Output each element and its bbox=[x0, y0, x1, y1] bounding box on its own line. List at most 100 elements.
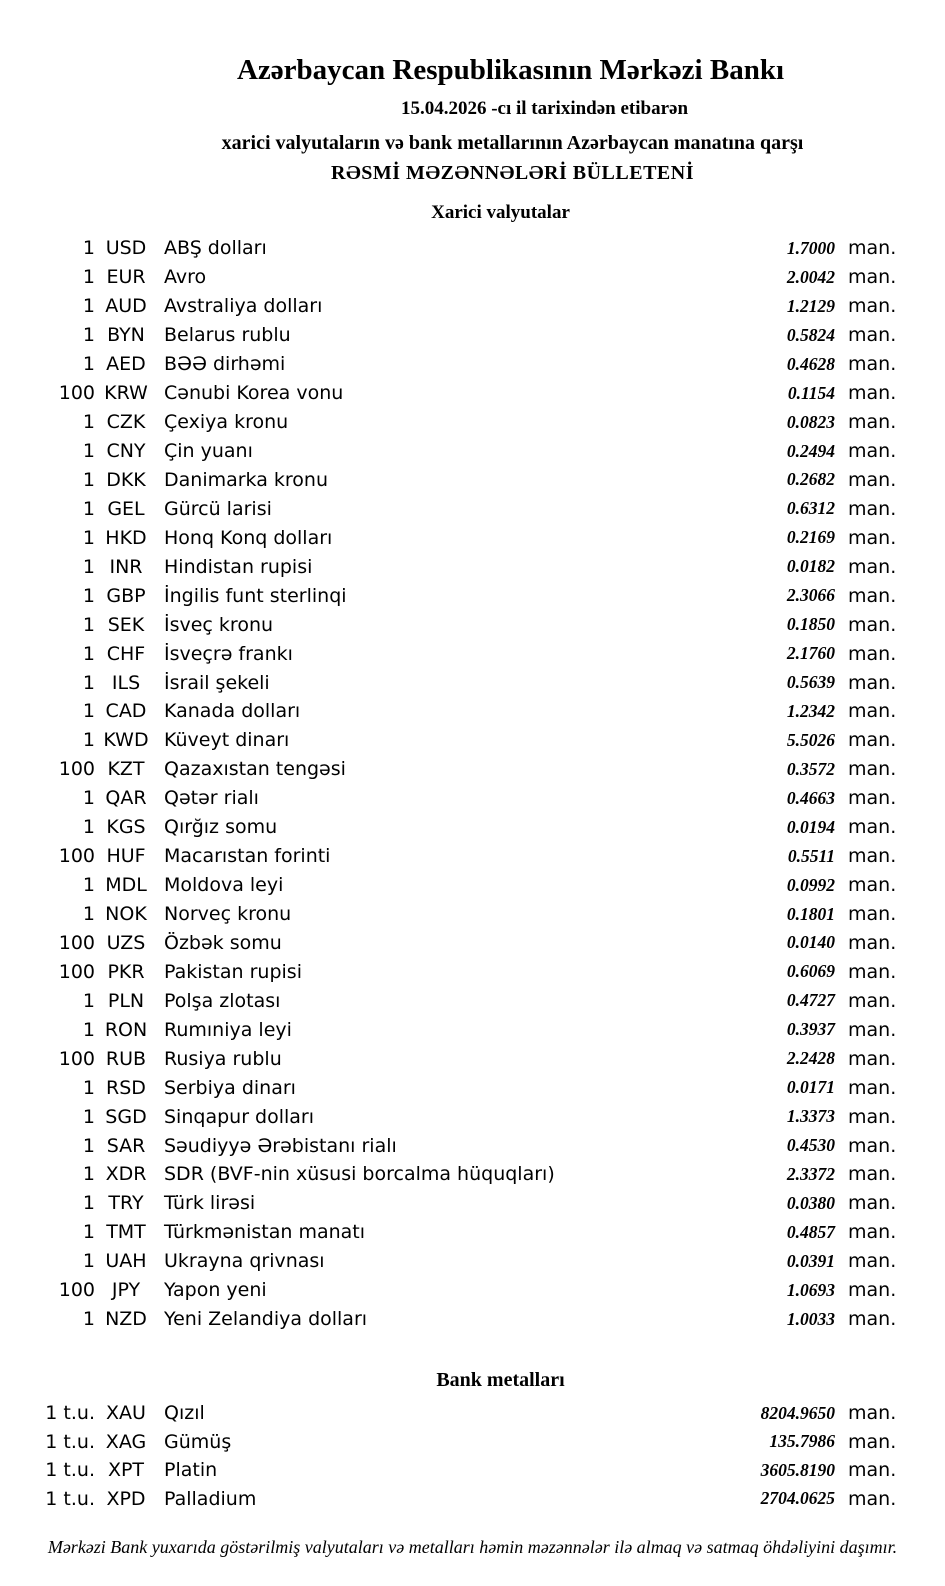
subject-line: xarici valyutaların və bank metallarının… bbox=[221, 132, 804, 154]
rate-row: 1 RSD Serbiya dinarı 0.0171 man. bbox=[0, 1073, 905, 1102]
rate-row: 100 RUB Rusiya rublu 2.2428 man. bbox=[0, 1044, 905, 1073]
currency-name-cell: Ukrayna qrivnası bbox=[164, 1250, 325, 1273]
currency-code-cell: SAR bbox=[106, 1134, 146, 1157]
currency-name-cell: Küveyt dinarı bbox=[164, 729, 290, 752]
unit-label-cell: man. bbox=[848, 758, 897, 781]
unit-label-cell: man. bbox=[848, 1018, 897, 1041]
rate-row: 1 t.u. XAU Qızıl 8204.9650 man. bbox=[0, 1399, 905, 1428]
quantity-cell: 1 bbox=[82, 324, 95, 347]
rate-value-cell: 0.3937 bbox=[786, 1019, 835, 1040]
rate-value-cell: 0.0194 bbox=[786, 816, 835, 837]
currency-code-cell: PKR bbox=[107, 960, 145, 983]
quantity-cell: 1 bbox=[82, 1250, 95, 1273]
rate-value-cell: 0.0140 bbox=[786, 932, 835, 953]
quantity-cell: 1 bbox=[82, 266, 95, 289]
currency-code-cell: MDL bbox=[105, 874, 147, 897]
currency-code-cell: NZD bbox=[105, 1308, 147, 1331]
unit-label-cell: man. bbox=[848, 1430, 897, 1453]
currency-code-cell: RSD bbox=[106, 1076, 146, 1099]
rate-value-cell: 2.3066 bbox=[786, 585, 835, 606]
currency-name-cell: İngilis funt sterlinqi bbox=[164, 584, 347, 607]
rate-row: 1 TRY Türk lirəsi 0.0380 man. bbox=[0, 1189, 905, 1218]
quantity-cell: 1 bbox=[82, 729, 95, 752]
unit-label-cell: man. bbox=[848, 1105, 897, 1128]
unit-label-cell: man. bbox=[848, 382, 897, 405]
rate-row: 1 PLN Polşa zlotası 0.4727 man. bbox=[0, 986, 905, 1015]
quantity-cell: 1 bbox=[82, 787, 95, 810]
currency-code-cell: XPT bbox=[107, 1459, 145, 1482]
currency-name-cell: İsveçrə frankı bbox=[164, 642, 293, 665]
rate-value-cell: 0.4727 bbox=[786, 990, 835, 1011]
currency-code-cell: UZS bbox=[106, 931, 146, 954]
rate-value-cell: 0.2494 bbox=[786, 440, 835, 461]
unit-label-cell: man. bbox=[848, 931, 897, 954]
rate-row: 1 TMT Türkmənistan manatı 0.4857 man. bbox=[0, 1218, 905, 1247]
quantity-cell: 1 bbox=[82, 497, 95, 520]
currency-name-cell: Çexiya kronu bbox=[164, 411, 289, 434]
quantity-cell: 100 bbox=[58, 845, 95, 868]
rate-value-cell: 0.2682 bbox=[786, 469, 835, 490]
unit-label-cell: man. bbox=[848, 411, 897, 434]
rate-row: 100 KZT Qazaxıstan tengəsi 0.3572 man. bbox=[0, 755, 905, 784]
unit-label-cell: man. bbox=[848, 526, 897, 549]
quantity-cell: 1 bbox=[82, 584, 95, 607]
currency-name-cell: BƏƏ dirhəmi bbox=[164, 353, 286, 376]
currency-name-cell: Gümüş bbox=[164, 1430, 232, 1453]
unit-label-cell: man. bbox=[848, 816, 897, 839]
currency-code-cell: SEK bbox=[107, 613, 145, 636]
quantity-cell: 1 t.u. bbox=[45, 1487, 95, 1510]
currency-name-cell: Yeni Zelandiya dolları bbox=[164, 1308, 368, 1331]
currency-name-cell: Palladium bbox=[164, 1487, 257, 1510]
rate-row: 1 CNY Çin yuanı 0.2494 man. bbox=[0, 437, 905, 466]
disclaimer-note: Mərkəzi Bank yuxarıda göstərilmiş valyut… bbox=[47, 1537, 898, 1557]
rate-row: 1 GBP İngilis funt sterlinqi 2.3066 man. bbox=[0, 581, 905, 610]
rate-value-cell: 0.4857 bbox=[786, 1221, 835, 1242]
currency-code-cell: NOK bbox=[105, 903, 147, 926]
rate-value-cell: 2704.0625 bbox=[760, 1488, 835, 1509]
rate-row: 100 UZS Özbək somu 0.0140 man. bbox=[0, 929, 905, 958]
quantity-cell: 1 bbox=[82, 989, 95, 1012]
rate-value-cell: 0.0992 bbox=[786, 874, 835, 895]
quantity-cell: 1 bbox=[82, 295, 95, 318]
quantity-cell: 100 bbox=[58, 382, 95, 405]
unit-label-cell: man. bbox=[848, 1221, 897, 1244]
rate-row: 1 EUR Avro 2.0042 man. bbox=[0, 263, 905, 292]
currency-code-cell: TRY bbox=[108, 1192, 144, 1215]
rate-row: 1 INR Hindistan rupisi 0.0182 man. bbox=[0, 552, 905, 581]
unit-label-cell: man. bbox=[848, 266, 897, 289]
rate-row: 100 HUF Macarıstan forinti 0.5511 man. bbox=[0, 842, 905, 871]
rate-value-cell: 0.0171 bbox=[786, 1077, 835, 1098]
currency-name-cell: Avro bbox=[164, 266, 207, 289]
quantity-cell: 1 bbox=[82, 1134, 95, 1157]
rate-row: 1 SGD Sinqapur dolları 1.3373 man. bbox=[0, 1102, 905, 1131]
currency-code-cell: CZK bbox=[106, 411, 146, 434]
rate-value-cell: 1.7000 bbox=[786, 237, 835, 258]
unit-label-cell: man. bbox=[848, 584, 897, 607]
currency-code-cell: TMT bbox=[106, 1221, 146, 1244]
rate-value-cell: 0.0823 bbox=[786, 411, 835, 432]
quantity-cell: 1 bbox=[82, 353, 95, 376]
rate-value-cell: 135.7986 bbox=[769, 1431, 835, 1452]
currency-code-cell: KZT bbox=[107, 758, 145, 781]
rate-row: 1 NZD Yeni Zelandiya dolları 1.0033 man. bbox=[0, 1305, 905, 1334]
rate-row: 1 BYN Belarus rublu 0.5824 man. bbox=[0, 321, 905, 350]
rate-value-cell: 0.1850 bbox=[786, 614, 835, 635]
unit-label-cell: man. bbox=[848, 1402, 897, 1425]
currency-code-cell: GBP bbox=[106, 584, 146, 607]
currency-code-cell: HUF bbox=[106, 845, 146, 868]
unit-label-cell: man. bbox=[848, 874, 897, 897]
currency-code-cell: KWD bbox=[103, 729, 149, 752]
rate-row: 1 NOK Norveç kronu 0.1801 man. bbox=[0, 900, 905, 929]
rate-row: 1 DKK Danimarka kronu 0.2682 man. bbox=[0, 466, 905, 495]
currency-code-cell: BYN bbox=[107, 324, 145, 347]
rate-value-cell: 1.0693 bbox=[786, 1279, 835, 1300]
currency-code-cell: KGS bbox=[106, 816, 146, 839]
rate-row: 1 XDR SDR (BVF-nin xüsusi borcalma hüquq… bbox=[0, 1160, 905, 1189]
currency-name-cell: Honq Konq dolları bbox=[164, 526, 333, 549]
rate-value-cell: 0.0391 bbox=[786, 1250, 835, 1271]
currency-name-cell: Türkmənistan manatı bbox=[164, 1221, 366, 1244]
currency-code-cell: XPD bbox=[106, 1487, 146, 1510]
rate-value-cell: 2.3372 bbox=[786, 1163, 835, 1184]
rate-value-cell: 1.2129 bbox=[786, 295, 835, 316]
quantity-cell: 1 bbox=[82, 1221, 95, 1244]
